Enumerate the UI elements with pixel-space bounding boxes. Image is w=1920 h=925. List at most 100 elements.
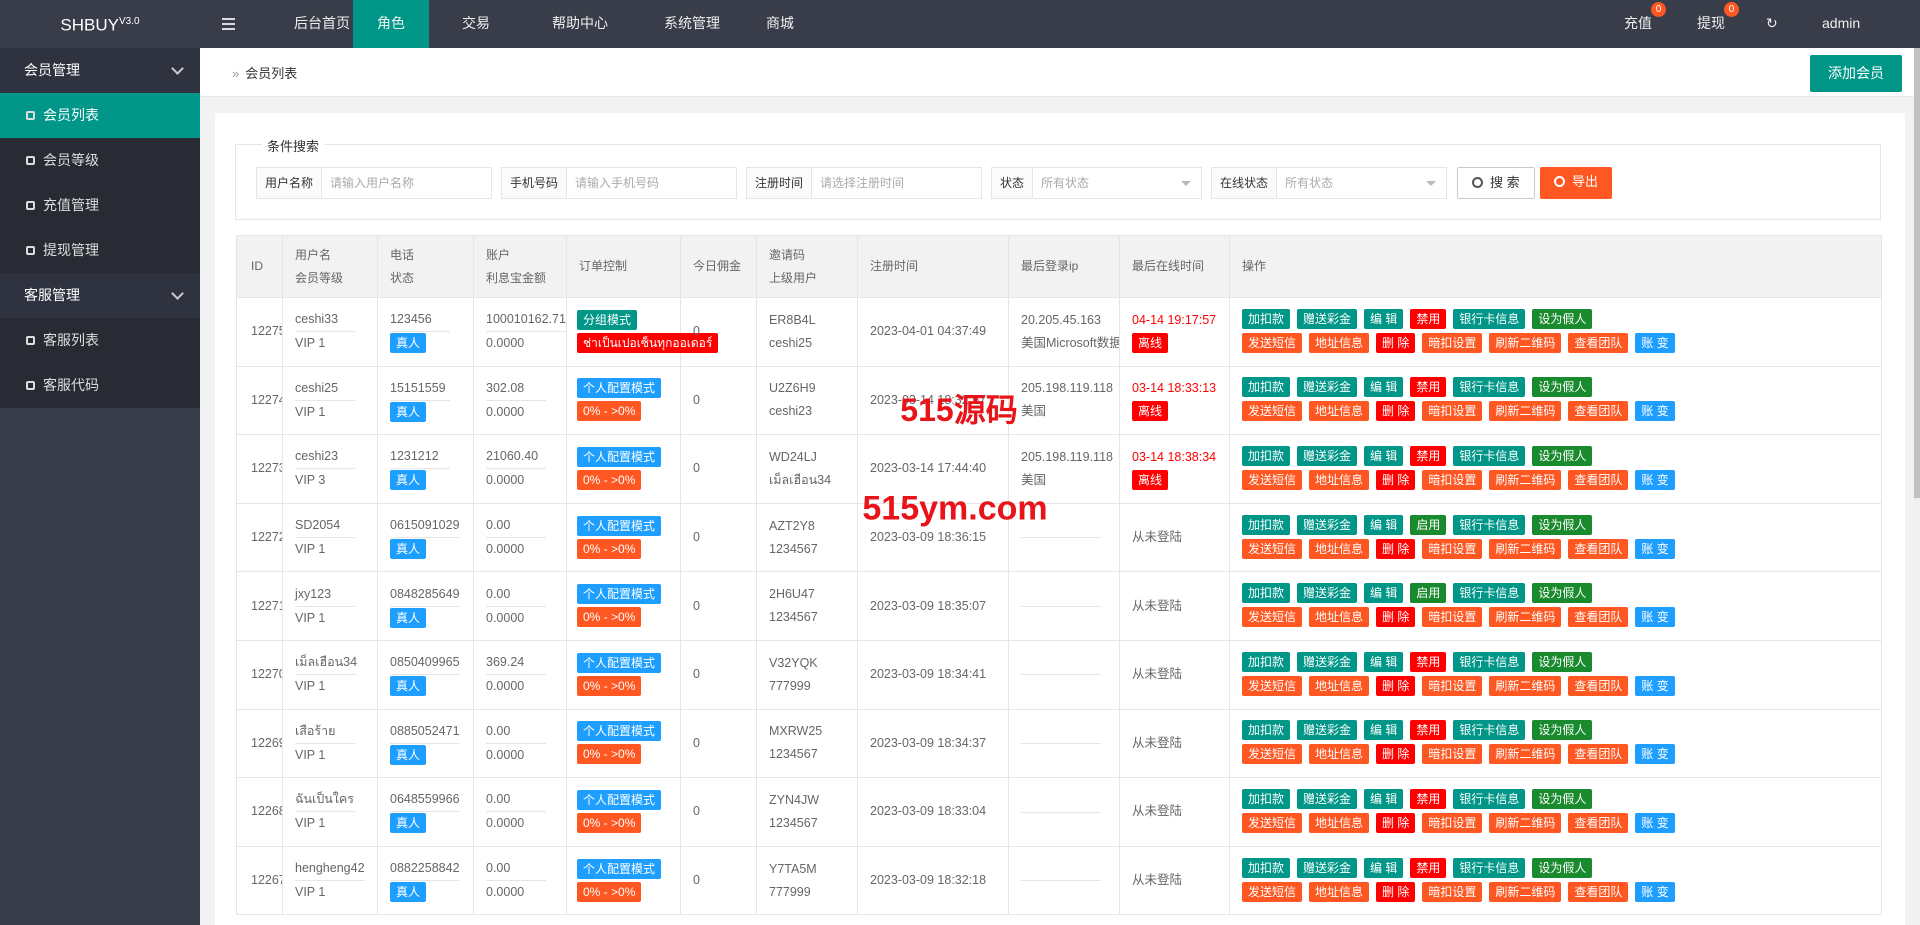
toggle-button[interactable]: 禁用 [1410, 720, 1447, 741]
action-button[interactable]: 加扣款 [1242, 788, 1291, 809]
action-button[interactable]: 银行卡信息 [1453, 857, 1526, 878]
action-button[interactable]: 加扣款 [1242, 514, 1291, 535]
action-button[interactable]: 刷新二维码 [1489, 607, 1562, 628]
action-button[interactable]: 删 除 [1376, 401, 1416, 422]
action-button[interactable]: 刷新二维码 [1489, 401, 1562, 422]
action-button[interactable]: 暗扣设置 [1422, 744, 1483, 765]
action-button[interactable]: 删 除 [1376, 744, 1416, 765]
action-button[interactable]: 加扣款 [1242, 583, 1291, 604]
action-button[interactable]: 银行卡信息 [1453, 651, 1526, 672]
action-button[interactable]: 设为假人 [1532, 445, 1593, 466]
action-button[interactable]: 加扣款 [1242, 308, 1291, 329]
action-button[interactable]: 发送短信 [1242, 744, 1303, 765]
action-button[interactable]: 账 变 [1635, 401, 1675, 422]
action-button[interactable]: 发送短信 [1242, 607, 1303, 628]
action-button[interactable]: 赠送彩金 [1297, 377, 1358, 398]
action-button[interactable]: 删 除 [1376, 812, 1416, 833]
action-button[interactable]: 删 除 [1376, 881, 1416, 902]
field-input[interactable]: 请输入手机号码 [575, 176, 660, 190]
menu-item[interactable]: 会员列表 [0, 93, 200, 138]
action-button[interactable]: 编 辑 [1364, 377, 1404, 398]
action-button[interactable]: 地址信息 [1309, 881, 1370, 902]
action-button[interactable]: 编 辑 [1364, 445, 1404, 466]
action-button[interactable]: 银行卡信息 [1453, 308, 1526, 329]
menu-item[interactable]: 会员等级 [0, 138, 200, 183]
action-button[interactable]: 编 辑 [1364, 651, 1404, 672]
action-button[interactable]: 刷新二维码 [1489, 881, 1562, 902]
action-button[interactable]: 银行卡信息 [1453, 514, 1526, 535]
action-button[interactable]: 加扣款 [1242, 377, 1291, 398]
toggle-button[interactable]: 禁用 [1410, 857, 1447, 878]
action-button[interactable]: 地址信息 [1309, 401, 1370, 422]
action-button[interactable]: 查看团队 [1568, 675, 1629, 696]
nav-item[interactable]: 帮助中心 [552, 15, 608, 31]
action-button[interactable]: 编 辑 [1364, 788, 1404, 809]
action-button[interactable]: 账 变 [1635, 744, 1675, 765]
action-button[interactable]: 刷新二维码 [1489, 812, 1562, 833]
action-button[interactable]: 银行卡信息 [1453, 788, 1526, 809]
search-button[interactable]: 搜 索 [1457, 167, 1535, 199]
toggle-button[interactable]: 禁用 [1410, 308, 1447, 329]
action-button[interactable]: 刷新二维码 [1489, 332, 1562, 353]
toggle-button[interactable]: 禁用 [1410, 445, 1447, 466]
action-button[interactable]: 编 辑 [1364, 583, 1404, 604]
search-field[interactable]: 在线状态 所有状态 [1211, 167, 1447, 199]
action-button[interactable]: 暗扣设置 [1422, 881, 1483, 902]
menu-section[interactable]: 会员管理 [0, 48, 200, 93]
action-button[interactable]: 地址信息 [1309, 607, 1370, 628]
action-button[interactable]: 刷新二维码 [1489, 675, 1562, 696]
toggle-button[interactable]: 启用 [1410, 583, 1447, 604]
action-button[interactable]: 编 辑 [1364, 857, 1404, 878]
action-button[interactable]: 账 变 [1635, 812, 1675, 833]
action-button[interactable]: 发送短信 [1242, 538, 1303, 559]
search-field[interactable]: 注册时间 请选择注册时间 [746, 167, 982, 199]
action-button[interactable]: 编 辑 [1364, 720, 1404, 741]
action-button[interactable]: 账 变 [1635, 332, 1675, 353]
action-button[interactable]: 账 变 [1635, 675, 1675, 696]
refresh[interactable]: ↻ [1766, 15, 1778, 31]
export-button[interactable]: 导出 [1540, 167, 1613, 199]
menu-toggle[interactable] [200, 0, 256, 48]
action-button[interactable]: 刷新二维码 [1489, 744, 1562, 765]
action-button[interactable]: 地址信息 [1309, 812, 1370, 833]
action-button[interactable]: 加扣款 [1242, 720, 1291, 741]
action-button[interactable]: 银行卡信息 [1453, 720, 1526, 741]
field-input[interactable]: 请选择注册时间 [820, 176, 905, 190]
search-field[interactable]: 用户名称 请输入用户名称 [256, 167, 492, 199]
action-button[interactable]: 加扣款 [1242, 651, 1291, 672]
action-button[interactable]: 暗扣设置 [1422, 812, 1483, 833]
action-button[interactable]: 查看团队 [1568, 744, 1629, 765]
nav-item[interactable]: 角色 [353, 0, 429, 48]
menu-item[interactable]: 充值管理 [0, 183, 200, 228]
field-input[interactable]: 所有状态 [1277, 168, 1446, 198]
action-button[interactable]: 发送短信 [1242, 401, 1303, 422]
action-button[interactable]: 赠送彩金 [1297, 788, 1358, 809]
toggle-button[interactable]: 启用 [1410, 514, 1447, 535]
toggle-button[interactable]: 禁用 [1410, 788, 1447, 809]
search-field[interactable]: 手机号码 请输入手机号码 [501, 167, 737, 199]
action-button[interactable]: 删 除 [1376, 538, 1416, 559]
action-button[interactable]: 查看团队 [1568, 881, 1629, 902]
action-button[interactable]: 地址信息 [1309, 469, 1370, 490]
action-button[interactable]: 删 除 [1376, 675, 1416, 696]
action-button[interactable]: 赠送彩金 [1297, 720, 1358, 741]
action-button[interactable]: 设为假人 [1532, 308, 1593, 329]
action-button[interactable]: 暗扣设置 [1422, 332, 1483, 353]
action-button[interactable]: 暗扣设置 [1422, 675, 1483, 696]
add-button[interactable]: 添加会员 [1810, 55, 1902, 92]
action-button[interactable]: 地址信息 [1309, 538, 1370, 559]
top-right-item[interactable]: 充值 0 [1624, 0, 1666, 48]
action-button[interactable]: 查看团队 [1568, 469, 1629, 490]
action-button[interactable]: 设为假人 [1532, 583, 1593, 604]
nav-item[interactable]: 交易 [462, 15, 490, 31]
action-button[interactable]: 发送短信 [1242, 812, 1303, 833]
action-button[interactable]: 银行卡信息 [1453, 445, 1526, 466]
action-button[interactable]: 删 除 [1376, 332, 1416, 353]
action-button[interactable]: 加扣款 [1242, 445, 1291, 466]
action-button[interactable]: 赠送彩金 [1297, 583, 1358, 604]
menu-item[interactable]: 客服代码 [0, 363, 200, 408]
action-button[interactable]: 账 变 [1635, 881, 1675, 902]
action-button[interactable]: 账 变 [1635, 538, 1675, 559]
action-button[interactable]: 设为假人 [1532, 857, 1593, 878]
action-button[interactable]: 账 变 [1635, 607, 1675, 628]
